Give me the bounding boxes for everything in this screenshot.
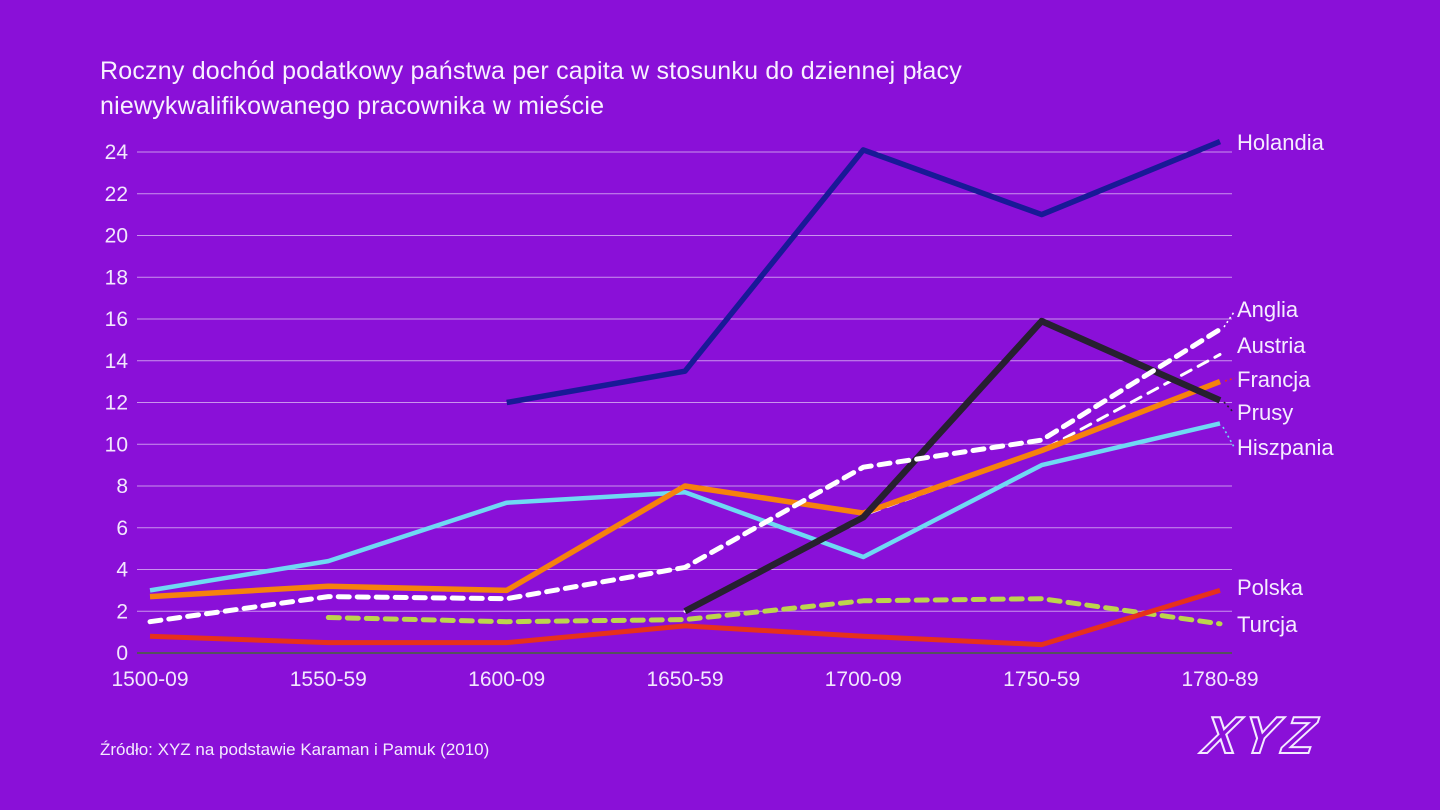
chart-title-line2: niewykwalifikowanego pracownika w mieści…	[100, 92, 605, 120]
x-tick-label: 1600-09	[468, 668, 545, 691]
chart-title: Roczny dochód podatkowy państwa per capi…	[100, 54, 962, 124]
series-line-turcja	[325, 596, 1223, 627]
y-tick-label: 20	[105, 225, 128, 248]
series-line-anglia	[147, 326, 1223, 625]
y-tick-label: 2	[116, 600, 128, 623]
series-label-polska: Polska	[1237, 575, 1304, 600]
series-label-hiszpania: Hiszpania	[1237, 435, 1334, 460]
x-tick-label: 1650-59	[646, 668, 723, 691]
series-label-holandia: Holandia	[1237, 130, 1324, 155]
x-tick-label: 1750-59	[1003, 668, 1080, 691]
y-tick-label: 4	[116, 559, 128, 582]
label-leader-line	[1224, 377, 1236, 382]
label-leader-line	[1223, 311, 1235, 328]
y-tick-label: 16	[105, 308, 128, 331]
chart-title-line1: Roczny dochód podatkowy państwa per capi…	[100, 57, 962, 85]
source-note: Źródło: XYZ na podstawie Karaman i Pamuk…	[100, 740, 490, 759]
y-tick-label: 12	[105, 392, 128, 415]
series-line-prusy	[683, 317, 1222, 615]
label-leader-line	[1223, 401, 1235, 414]
series-line-holandia	[506, 139, 1222, 406]
y-tick-label: 18	[105, 266, 128, 289]
y-tick-label: 10	[105, 433, 128, 456]
series-label-prusy: Prusy	[1237, 400, 1294, 425]
x-tick-label: 1550-59	[290, 668, 367, 691]
series-line-hiszpania	[149, 421, 1221, 593]
y-tick-label: 24	[105, 141, 129, 164]
x-tick-label: 1500-09	[111, 668, 188, 691]
series-label-turcja: Turcja	[1237, 612, 1298, 637]
x-tick-label: 1780-89	[1181, 668, 1258, 691]
y-tick-label: 6	[116, 517, 128, 540]
label-leader-line	[1222, 426, 1235, 448]
y-tick-label: 8	[116, 475, 128, 498]
x-tick-label: 1700-09	[825, 668, 902, 691]
y-tick-label: 22	[105, 183, 128, 206]
series-label-anglia: Anglia	[1237, 297, 1299, 322]
y-tick-label: 14	[105, 350, 129, 373]
series-label-austria: Austria	[1237, 333, 1306, 358]
xyz-logo: XYZ	[1199, 706, 1325, 766]
y-tick-label: 0	[116, 642, 128, 665]
series-line-francja	[149, 379, 1221, 600]
series-label-francja: Francja	[1237, 367, 1311, 392]
series-line-polska	[149, 588, 1221, 648]
